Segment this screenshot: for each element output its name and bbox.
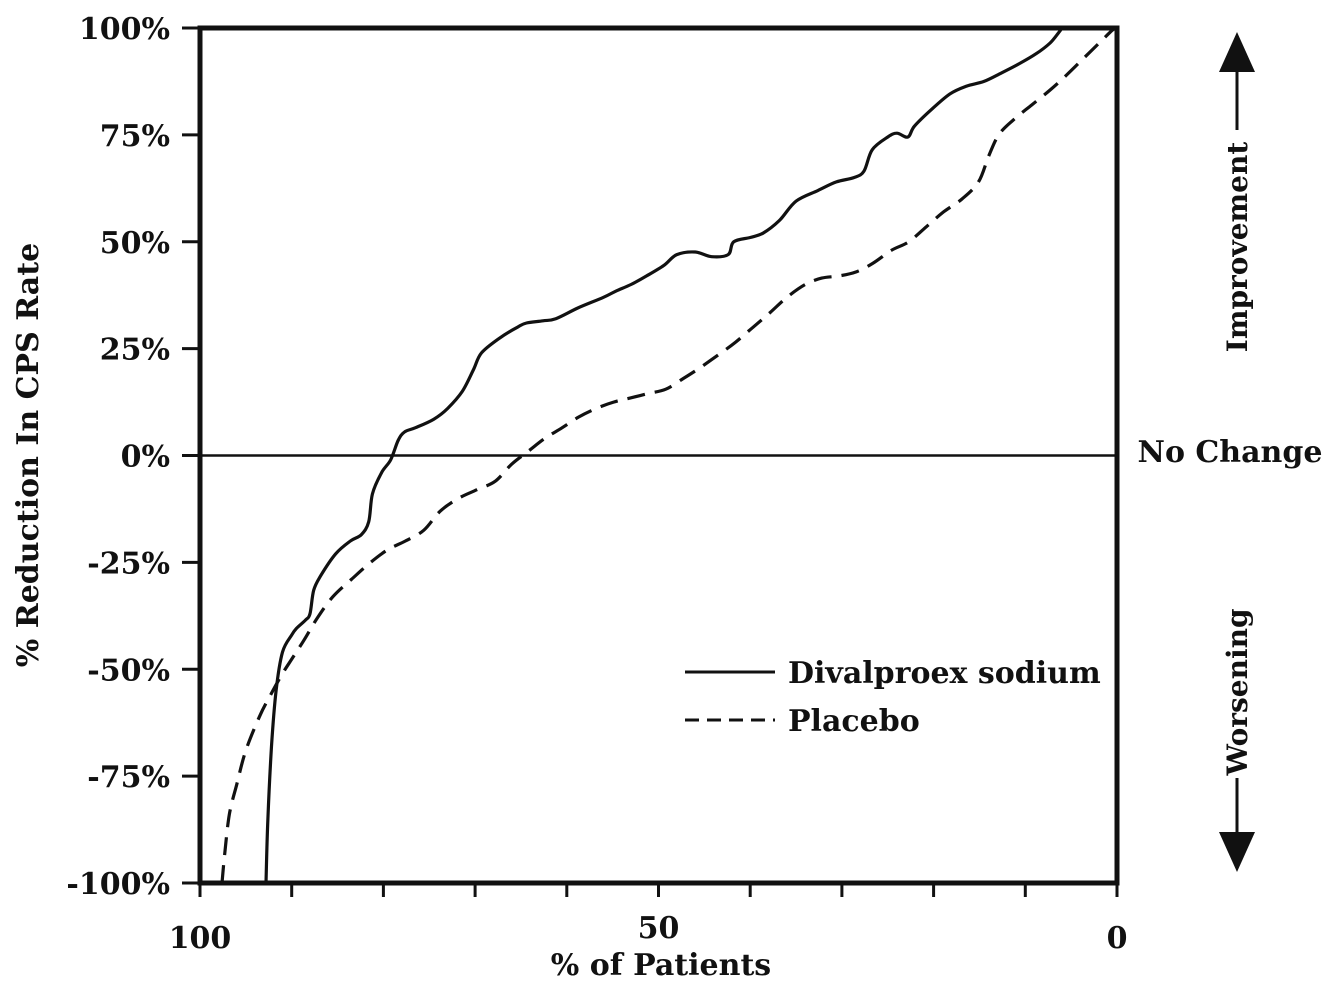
divalproex-sodium-line	[264, 28, 1064, 883]
y-tick-label: -100%	[66, 867, 170, 902]
placebo-line	[220, 28, 1117, 883]
worsening-label: Worsening	[1221, 608, 1254, 776]
y-tick-label: -25%	[87, 546, 170, 581]
y-tick-label: 50%	[100, 226, 170, 261]
legend: Divalproex sodium Placebo	[685, 656, 1101, 739]
improvement-indicator: Improvement	[1219, 32, 1255, 352]
y-tick-label: 100%	[79, 12, 170, 47]
y-axis-ticks: 100% 75% 50% 25% 0% -25% -50% -75% -100%	[66, 12, 200, 902]
arrow-down-icon	[1219, 832, 1255, 872]
worsening-indicator: Worsening	[1219, 608, 1255, 872]
legend-label-placebo: Placebo	[788, 704, 920, 739]
legend-label-divalproex: Divalproex sodium	[788, 656, 1101, 691]
improvement-label: Improvement	[1221, 142, 1254, 353]
y-tick-label: 25%	[100, 333, 170, 368]
y-axis-label: % Reduction In CPS Rate	[11, 243, 46, 667]
x-axis-ticks: 100 50 0	[169, 883, 1128, 956]
x-tick-label: 50	[638, 911, 680, 946]
x-tick-label: 0	[1107, 921, 1128, 956]
plot-frame	[197, 25, 1120, 886]
x-tick-label: 100	[169, 921, 232, 956]
y-tick-label: 75%	[100, 119, 170, 154]
y-tick-label: 0%	[121, 440, 170, 475]
y-tick-label: -50%	[87, 653, 170, 688]
y-tick-label: -75%	[87, 760, 170, 795]
no-change-label: No Change	[1138, 435, 1323, 470]
x-axis-label: % of Patients	[551, 948, 771, 981]
arrow-up-icon	[1219, 32, 1255, 72]
